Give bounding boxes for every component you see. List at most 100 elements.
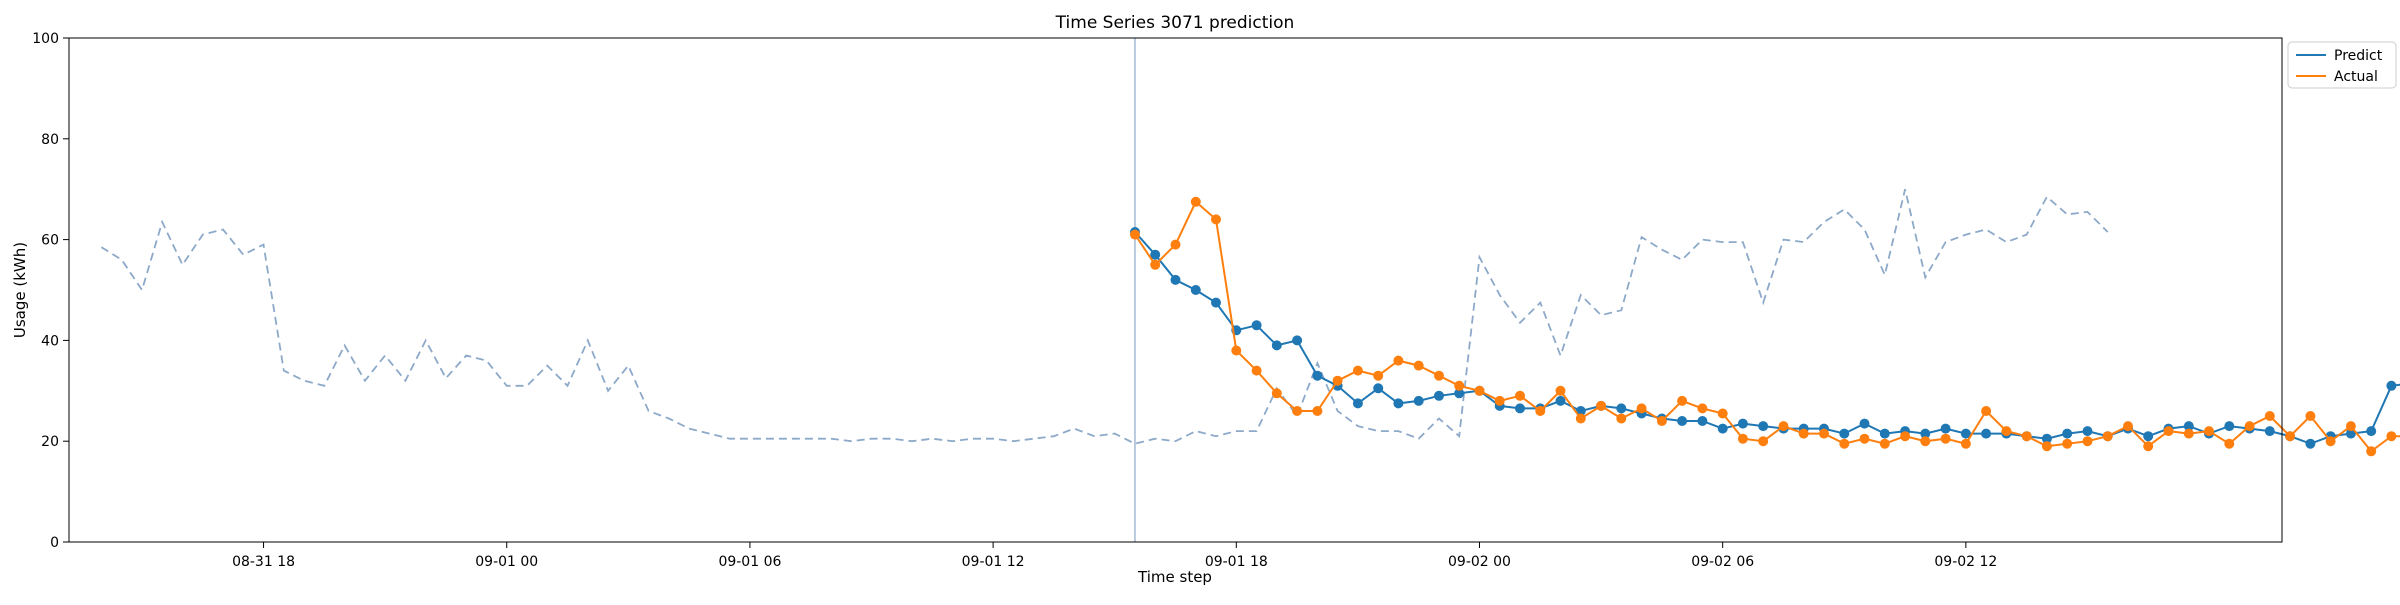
chart-title: Time Series 3071 prediction	[1055, 13, 1295, 33]
predict-point	[1839, 428, 1850, 439]
predict-point	[1271, 340, 1282, 351]
predict-point	[1434, 390, 1444, 401]
actual-point	[1636, 403, 1647, 414]
actual-point	[2325, 436, 2336, 447]
actual-point	[1494, 395, 1505, 406]
predict-point	[1515, 403, 1525, 414]
predict-point	[1859, 418, 1870, 429]
actual-point	[1271, 388, 1282, 399]
actual-point	[1737, 433, 1748, 444]
predict-point	[2041, 433, 2052, 444]
actual-point	[2224, 438, 2235, 449]
predict-point	[2366, 426, 2377, 437]
actual-point	[2041, 441, 2052, 452]
predict-point	[1940, 423, 1951, 434]
actual-point	[2345, 421, 2356, 432]
predict-point	[1960, 428, 1971, 439]
actual-point	[1819, 428, 1829, 439]
predict-point	[1373, 383, 1384, 394]
actual-point	[1798, 428, 1809, 439]
actual-point	[1839, 438, 1850, 449]
actual-point	[1413, 360, 1424, 371]
actual-point	[2123, 421, 2133, 432]
actual-point	[1920, 436, 1931, 447]
predict-point	[1454, 388, 1465, 399]
x-tick-label: 09-02 06	[1691, 554, 1754, 570]
predict-point	[1677, 416, 1688, 426]
predict-point	[1413, 395, 1424, 406]
actual-point	[1190, 196, 1201, 207]
actual-point	[2021, 431, 2032, 442]
actual-point	[2062, 438, 2073, 449]
actual-point	[1717, 408, 1728, 419]
actual-point	[1373, 370, 1384, 381]
actual-point	[1555, 385, 1566, 396]
actual-point	[1535, 406, 1546, 416]
actual-point	[1677, 395, 1688, 406]
predict-point	[1190, 285, 1201, 295]
predict-point	[1150, 249, 1161, 260]
predict-point	[1211, 297, 1221, 308]
predict-point	[2264, 426, 2275, 437]
predict-point	[1352, 398, 1363, 409]
y-tick-label: 0	[50, 535, 59, 551]
actual-point	[1454, 380, 1465, 391]
actual-point	[2082, 436, 2093, 447]
x-tick-label: 09-01 06	[718, 554, 781, 570]
predict-point	[1292, 335, 1303, 346]
actual-point	[1575, 413, 1586, 424]
x-tick-label: 08-31 18	[232, 554, 295, 570]
actual-point	[2143, 441, 2154, 452]
actual-point	[2163, 426, 2174, 437]
predict-point	[1697, 416, 1708, 426]
y-tick-label: 60	[41, 233, 59, 249]
y-axis: 0 20 40 60 80 100	[32, 31, 69, 551]
predict-point	[1758, 421, 1769, 432]
y-tick-label: 40	[41, 333, 59, 349]
actual-point	[1312, 406, 1323, 416]
actual-point	[2386, 431, 2397, 442]
actual-point	[1940, 433, 1951, 444]
actual-point	[1778, 421, 1789, 432]
actual-point	[1231, 345, 1242, 356]
actual-point	[1758, 436, 1769, 447]
legend-predict-label: Predict	[2334, 48, 2383, 64]
predict-point	[1737, 418, 1748, 429]
actual-point	[1960, 438, 1971, 449]
actual-point	[1879, 438, 1890, 449]
actual-point	[2204, 426, 2214, 437]
actual-point	[1150, 259, 1161, 270]
predict-point	[1616, 403, 1627, 414]
predict-point	[1251, 320, 1262, 331]
predict-point	[1312, 370, 1323, 381]
actual-point	[2183, 428, 2194, 439]
x-tick-label: 09-01 00	[475, 554, 538, 570]
predict-point	[2062, 428, 2073, 439]
actual-point	[1434, 370, 1444, 381]
actual-point	[1656, 416, 1667, 426]
predict-point	[1393, 398, 1404, 409]
series-layer	[100, 188, 2400, 457]
predict-point	[1981, 428, 1992, 439]
predict-point	[1879, 428, 1890, 439]
actual-point	[1211, 214, 1221, 225]
predict-point	[1555, 395, 1566, 406]
history-series-line	[100, 188, 2109, 445]
actual-point	[1170, 239, 1181, 250]
x-tick-label: 09-02 00	[1448, 554, 1511, 570]
actual-point	[1900, 431, 1911, 442]
actual-point	[2102, 431, 2113, 442]
x-tick-label: 09-01 12	[962, 554, 1025, 570]
predict-point	[2224, 421, 2235, 432]
actual-point	[1981, 406, 1992, 416]
actual-point	[1474, 385, 1485, 396]
actual-point	[2001, 426, 2012, 437]
actual-point	[1130, 229, 1140, 240]
legend: Predict Actual	[2287, 41, 2397, 89]
x-tick-label: 09-02 12	[1934, 554, 1997, 570]
actual-point	[1352, 365, 1363, 376]
actual-point	[2305, 411, 2316, 421]
actual-point	[1596, 400, 1607, 411]
